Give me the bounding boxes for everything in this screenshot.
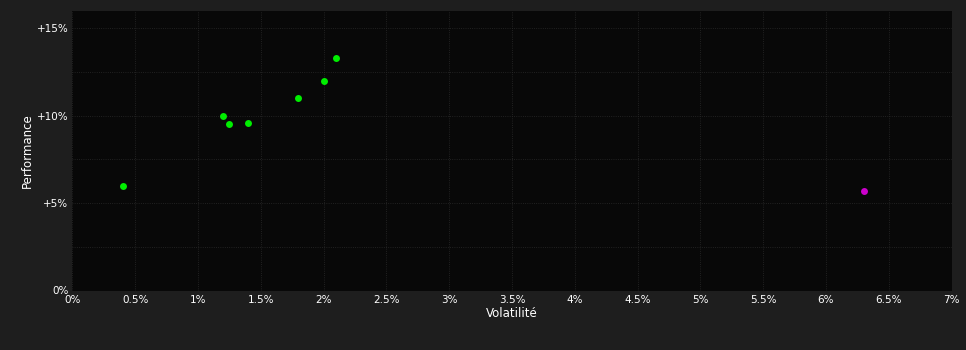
Point bbox=[328, 55, 344, 61]
Point bbox=[115, 183, 130, 188]
Point bbox=[222, 121, 238, 127]
Point bbox=[316, 78, 331, 83]
Point bbox=[215, 113, 231, 118]
X-axis label: Volatilité: Volatilité bbox=[486, 307, 538, 321]
Point bbox=[291, 95, 306, 101]
Point bbox=[241, 120, 256, 125]
Y-axis label: Performance: Performance bbox=[20, 113, 34, 188]
Point bbox=[856, 188, 871, 194]
